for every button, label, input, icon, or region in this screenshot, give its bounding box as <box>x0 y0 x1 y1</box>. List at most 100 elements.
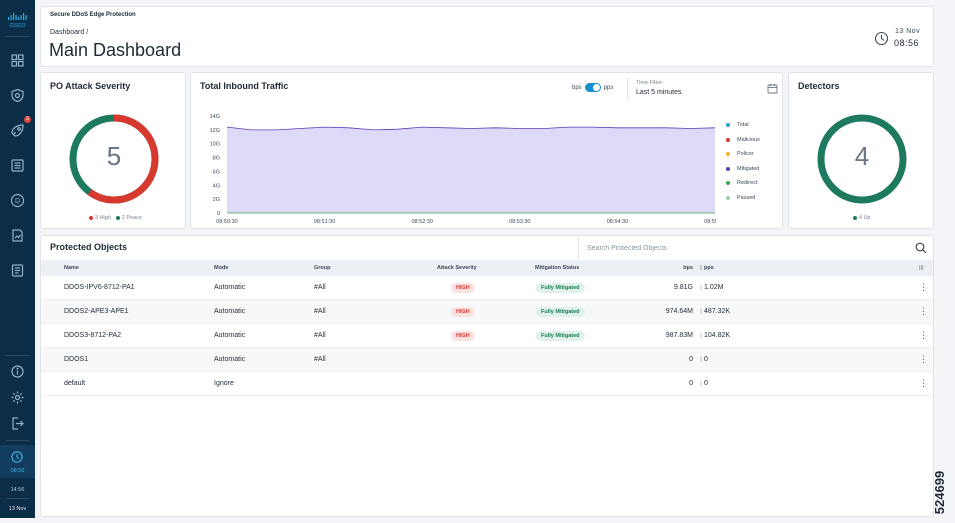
report-icon[interactable] <box>9 227 26 244</box>
header-panel: Secure DDoS Edge Protection Dashboard / … <box>40 6 934 67</box>
time-filter-divider <box>627 78 628 100</box>
info-icon[interactable] <box>9 363 26 380</box>
detectors-panel: Detectors 4 4 Up <box>788 72 934 229</box>
mitigated-line <box>226 126 716 131</box>
table-row[interactable]: DDOS2-APE3-APE1 Automatic #All HIGH Fully Mi… <box>41 300 933 324</box>
row-pps: 487.32K <box>704 300 730 323</box>
clock-icon <box>11 451 23 463</box>
logout-icon[interactable] <box>9 415 26 432</box>
cisco-logo[interactable]: CISCO <box>6 12 29 30</box>
more-actions-icon[interactable]: ⋮ <box>919 354 928 364</box>
table-body: DDOS-IPV6-8712-PA1 Automatic #All HIGH Fully… <box>41 276 933 396</box>
list-icon[interactable] <box>9 157 26 174</box>
more-actions-icon[interactable]: ⋮ <box>919 330 928 340</box>
row-group-text: #All <box>314 332 326 339</box>
more-actions-icon[interactable]: ⋮ <box>919 282 928 292</box>
table-row[interactable]: DDOS1 Automatic #All 0 | 0 ⋮ <box>41 348 933 372</box>
figure-number-text: 524699 <box>932 470 948 515</box>
search-icon[interactable] <box>915 242 927 254</box>
row-group: #All <box>314 276 326 299</box>
search-input[interactable] <box>587 241 887 255</box>
traffic-title: Total Inbound Traffic <box>200 81 289 91</box>
row-name-text: default <box>64 380 86 387</box>
table-row[interactable]: default Ignore 0 | 0 ⋮ <box>41 372 933 396</box>
x-tick-label: 08:51:30 <box>314 219 335 225</box>
table-row[interactable]: DDOS-IPV6-8712-PA1 Automatic #All HIGH Fully… <box>41 276 933 300</box>
gear-icon[interactable] <box>9 389 26 406</box>
row-name: DDOS-IPV6-8712-PA1 <box>64 276 135 299</box>
severity-ring[interactable] <box>68 113 160 205</box>
column-header-status[interactable]: Mitigation Status <box>535 265 580 271</box>
time-filter-value[interactable]: Last 5 minutes <box>636 89 682 96</box>
column-header-name[interactable]: Name <box>64 265 79 271</box>
row-mode-text: Ignore <box>214 380 234 387</box>
column-header-severity[interactable]: Attack Severity <box>437 265 477 271</box>
table-row[interactable]: DDOS3-8712-PA2 Automatic #All HIGH Fully Mit… <box>41 324 933 348</box>
document-icon[interactable] <box>9 262 26 279</box>
severity-title: PO Attack Severity <box>50 81 131 91</box>
rocket-icon[interactable] <box>9 122 26 139</box>
column-header-mode[interactable]: Mode <box>214 265 229 271</box>
column-header-group[interactable]: Group <box>314 265 331 271</box>
legend-item[interactable]: Mitigated <box>726 162 760 177</box>
row-pps-text: 1.02M <box>704 284 724 291</box>
legend-item[interactable]: Policer <box>726 147 760 162</box>
table-header: Name Mode Group Attack Severity Mitigati… <box>41 260 933 276</box>
legend-dot-icon <box>726 166 730 171</box>
row-separator: | <box>700 308 702 315</box>
row-mode: Ignore <box>214 372 234 395</box>
clock-icon[interactable] <box>874 31 889 46</box>
breadcrumb[interactable]: Dashboard / <box>50 29 89 36</box>
detector-icon[interactable]: D <box>9 192 26 209</box>
calendar-icon[interactable] <box>767 83 778 94</box>
legend-item[interactable]: Redirect <box>726 176 760 191</box>
high-dot-icon <box>89 215 93 220</box>
row-mode: Automatic <box>214 324 245 347</box>
row-name-text: DDOS3-8712-PA2 <box>64 332 122 339</box>
svg-text:D: D <box>15 198 20 205</box>
x-tick-label: 08:54:30 <box>607 219 628 225</box>
sidebar: CISCO 3 D <box>0 0 35 518</box>
row-mode-text: Automatic <box>214 332 246 339</box>
more-actions-icon[interactable]: ⋮ <box>919 306 928 316</box>
row-separator: | <box>700 284 702 291</box>
row-bps-text: 974.64M <box>665 308 693 315</box>
row-bps: 974.64M <box>623 300 693 323</box>
legend-item[interactable]: Total <box>726 118 760 133</box>
row-pps: 104.82K <box>704 324 730 347</box>
sidebar-clock[interactable]: 08:56 <box>0 445 35 478</box>
sidebar-divider <box>6 498 29 499</box>
more-actions-icon[interactable]: ⋮ <box>919 378 928 388</box>
figure-number: 524699 <box>932 463 955 523</box>
clock-date: 13 Nov <box>895 28 921 35</box>
row-group: #All <box>314 324 326 347</box>
row-separator: | <box>700 380 702 387</box>
legend-item[interactable]: Passed <box>726 191 760 206</box>
row-pps: 0 <box>704 372 708 395</box>
legend-peace: 2 Peace <box>115 215 142 221</box>
legend-high-label: 3 High <box>95 215 111 221</box>
toggle-pps-label: pps <box>603 84 614 91</box>
svg-text:CISCO: CISCO <box>10 23 26 29</box>
row-pps-text: 487.32K <box>704 308 731 315</box>
unit-toggle[interactable] <box>584 83 601 92</box>
row-bps: 0 <box>623 348 693 371</box>
legend-item[interactable]: Malicious <box>726 133 760 148</box>
sidebar-divider <box>6 440 29 441</box>
legend-label: Malicious <box>737 136 760 143</box>
dashboard-icon[interactable] <box>9 52 26 69</box>
column-header-bps[interactable]: bps <box>683 265 693 271</box>
legend-up-label: 4 Up <box>859 215 871 221</box>
protected-objects-title: Protected Objects <box>50 242 128 252</box>
column-settings-icon[interactable]: ||| <box>919 265 924 271</box>
row-name: DDOS3-8712-PA2 <box>64 324 121 347</box>
legend-label: Redirect <box>737 180 758 187</box>
x-tick-label: 08:52:30 <box>411 219 432 225</box>
traffic-chart[interactable]: 14G 12G 10G 8G 6G 4G 2G 0 08:50:30 08:51:30 08:52:… <box>191 109 716 229</box>
shield-icon[interactable] <box>9 87 26 104</box>
legend-label: Mitigated <box>737 165 760 172</box>
search-box <box>578 237 934 259</box>
severity-badge: HIGH <box>451 330 475 341</box>
column-header-pps[interactable]: pps <box>704 265 714 271</box>
detectors-ring[interactable] <box>816 113 908 205</box>
